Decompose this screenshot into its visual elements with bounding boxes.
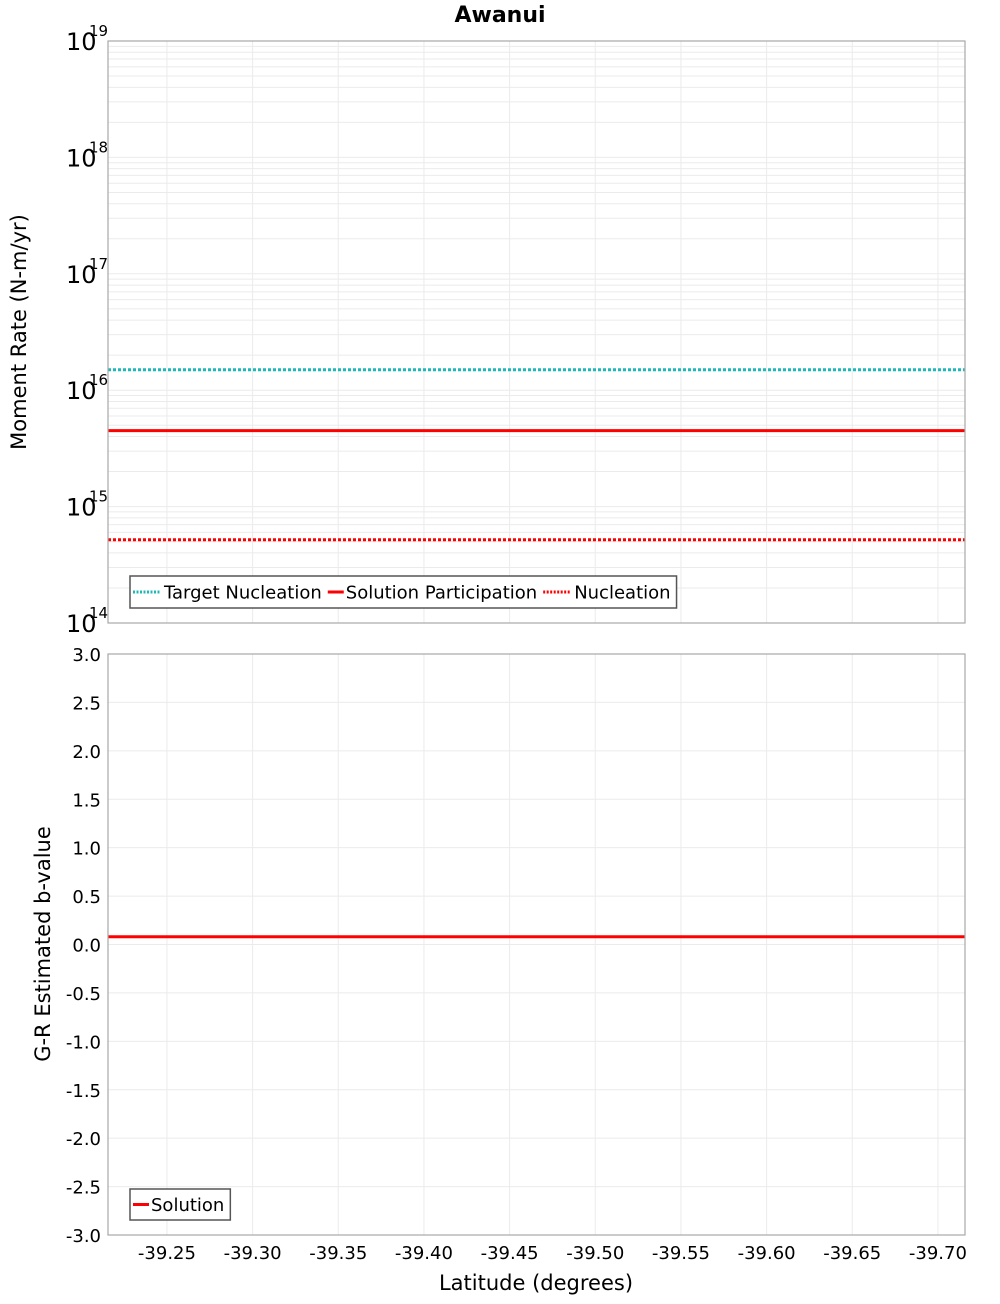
y-tick-label: 1.5 bbox=[72, 790, 101, 811]
x-tick-label: -39.60 bbox=[738, 1243, 796, 1264]
legend-label: Solution Participation bbox=[346, 583, 537, 604]
y-tick-label: -2.0 bbox=[66, 1129, 101, 1150]
y-tick-label: 2.5 bbox=[72, 693, 101, 714]
top-y-axis-label: Moment Rate (N-m/yr) bbox=[7, 214, 31, 450]
y-tick-label: -3.0 bbox=[66, 1226, 101, 1247]
x-tick-label: -39.50 bbox=[566, 1243, 624, 1264]
y-tick-label: 1016 bbox=[66, 371, 108, 405]
svg-text:19: 19 bbox=[89, 22, 108, 40]
bottom-y-axis-label: G-R Estimated b-value bbox=[31, 826, 55, 1062]
svg-text:18: 18 bbox=[89, 138, 108, 156]
svg-text:17: 17 bbox=[89, 255, 108, 273]
chart-title: Awanui bbox=[454, 3, 545, 28]
svg-text:15: 15 bbox=[89, 488, 108, 506]
top-legend: Target Nucleation Solution Participation N… bbox=[130, 576, 677, 608]
y-tick-label: 0.0 bbox=[72, 936, 101, 957]
bottom-y-tick-labels: 3.0 2.5 2.0 1.5 1.0 0.5 0.0 -0.5 -1.0 -1.5 -2.0 -2.… bbox=[66, 645, 101, 1247]
x-tick-label: -39.70 bbox=[909, 1243, 967, 1264]
legend-item: Solution Participation bbox=[328, 583, 537, 604]
y-tick-label: -2.5 bbox=[66, 1178, 101, 1199]
legend-label: Solution bbox=[151, 1195, 224, 1216]
y-tick-label: 1014 bbox=[66, 604, 108, 638]
y-tick-label: 2.0 bbox=[72, 742, 101, 763]
x-tick-label: -39.25 bbox=[138, 1243, 196, 1264]
x-axis-label: Latitude (degrees) bbox=[439, 1271, 633, 1295]
top-y-tick-labels: 1019 1018 1017 1016 1015 1014 bbox=[66, 22, 108, 638]
x-tick-label: -39.30 bbox=[224, 1243, 282, 1264]
x-tick-labels: -39.25 -39.30 -39.35 -39.40 -39.45 -39.50 -39.… bbox=[138, 1243, 967, 1264]
top-plot-frame bbox=[108, 41, 965, 623]
y-tick-label: 1017 bbox=[66, 255, 108, 289]
svg-text:14: 14 bbox=[89, 604, 108, 622]
x-tick-label: -39.35 bbox=[309, 1243, 367, 1264]
y-tick-label: 1019 bbox=[66, 22, 108, 56]
y-tick-label: -0.5 bbox=[66, 984, 101, 1005]
x-tick-label: -39.40 bbox=[395, 1243, 453, 1264]
y-tick-label: 1015 bbox=[66, 488, 108, 522]
bottom-grid bbox=[108, 654, 965, 1235]
b-value-panel: 3.0 2.5 2.0 1.5 1.0 0.5 0.0 -0.5 -1.0 -1.5 -2.0 -2.… bbox=[31, 645, 967, 1295]
x-tick-label: -39.45 bbox=[481, 1243, 539, 1264]
y-tick-label: -1.0 bbox=[66, 1032, 101, 1053]
x-tick-label: -39.65 bbox=[823, 1243, 881, 1264]
chart-canvas: Awanui 1019 1018 1017 1016 1015 1014 Moment R… bbox=[0, 0, 1000, 1300]
y-tick-label: -1.5 bbox=[66, 1081, 101, 1102]
bottom-legend: Solution bbox=[130, 1189, 230, 1220]
legend-label: Target Nucleation bbox=[163, 583, 322, 604]
x-tick-label: -39.55 bbox=[652, 1243, 710, 1264]
legend-label: Nucleation bbox=[574, 583, 670, 604]
moment-rate-panel: 1019 1018 1017 1016 1015 1014 Moment Rate (N-… bbox=[7, 22, 965, 638]
chart-figure: Awanui 1019 1018 1017 1016 1015 1014 Moment R… bbox=[0, 0, 1000, 1300]
y-tick-label: 1.0 bbox=[72, 839, 101, 860]
y-tick-label: 1018 bbox=[66, 138, 108, 172]
y-tick-label: 3.0 bbox=[72, 645, 101, 666]
y-tick-label: 0.5 bbox=[72, 887, 101, 908]
svg-text:16: 16 bbox=[89, 371, 108, 389]
top-grid bbox=[108, 41, 965, 623]
